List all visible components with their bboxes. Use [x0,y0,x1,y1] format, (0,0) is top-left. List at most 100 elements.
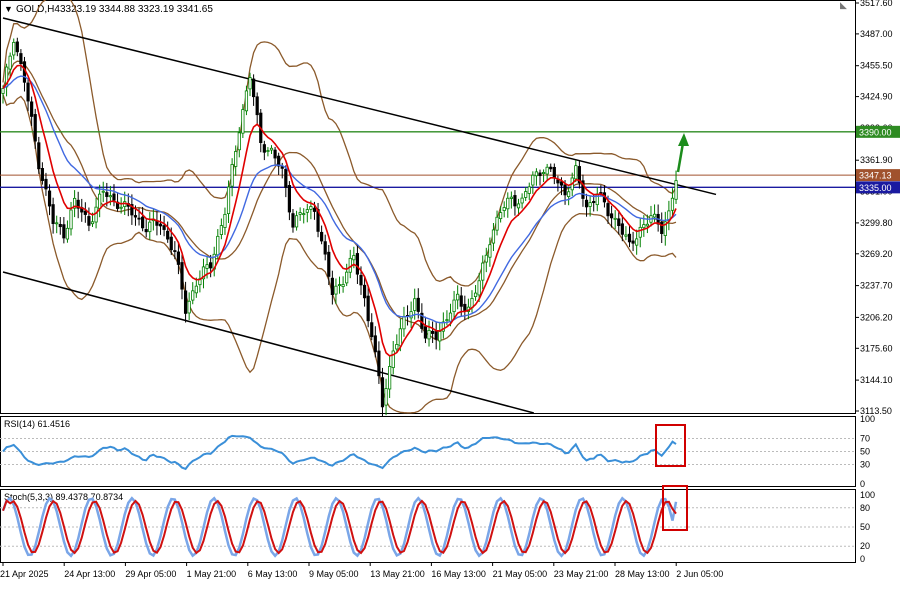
time-tick-label: 24 Apr 13:00 [64,569,115,579]
candle-body [456,293,460,301]
candle-body [162,225,166,230]
rsi-tick-label: 70 [860,434,870,444]
candle-body [581,180,585,199]
price-tick-label: 3237.70 [860,281,893,291]
rsi-tick-label: 0 [860,479,865,489]
time-tick-label: 13 May 21:00 [370,569,425,579]
candle-body [481,262,485,281]
rsi-label: RSI(14) 61.4516 [4,419,70,429]
stoch-axis: 100 80 50 20 0 [860,490,875,564]
candle-body [248,77,252,90]
candle-body [545,166,549,175]
candle-body [423,326,428,339]
candle-body [12,41,16,56]
candle-body [645,223,650,227]
candle-body [559,181,564,186]
candle-body [83,210,87,215]
candle-body [613,217,617,220]
candle-body [119,206,123,209]
stoch-levels [0,507,855,547]
price-flags: 3390.00 3347.13 3335.00 [856,125,900,194]
candle-body [652,213,657,218]
candle-body [166,230,170,240]
candle-body [241,109,245,134]
price-tick-label: 3487.00 [860,29,893,39]
candle-body [520,197,524,204]
candle-body [262,144,266,153]
candle-body [452,299,456,313]
candle-body [663,221,667,236]
candle-body [108,195,112,198]
candle-body [1,88,5,94]
candle-body [73,197,77,209]
candle-body [55,222,59,225]
candle-body [416,297,420,312]
candle-body [133,215,138,218]
time-axis: 21 Apr 2025 24 Apr 13:00 29 Apr 05:00 1 May… [0,562,723,579]
candle-body [635,238,639,246]
candle-body [294,215,299,228]
bollinger-lower [2,94,677,414]
stoch-tick-label: 80 [860,503,870,513]
time-tick-label: 23 May 21:00 [554,569,609,579]
candle-body [549,166,553,170]
candle-body [345,271,349,284]
candle-body [284,168,288,188]
rsi-line [2,434,677,471]
candle-body [388,366,392,390]
candle-body [592,201,596,204]
candle-body [337,284,342,286]
candle-body [47,190,52,207]
candle-body [563,184,567,196]
candle-body [141,216,145,229]
candle-body [427,330,431,340]
time-tick-label: 6 May 13:00 [248,569,298,579]
time-tick-label: 2 Jun 05:00 [676,569,723,579]
candle-body [631,240,635,244]
candle-body [459,295,463,307]
candle-body [330,277,334,295]
dropdown-icon[interactable]: ▼ [4,4,13,14]
price-tick-label: 3144.10 [860,375,893,385]
candle-body [173,250,177,252]
candle-body [362,284,367,299]
candle-body [101,190,105,193]
time-tick-label: 28 May 13:00 [615,569,670,579]
candle-body [499,212,503,220]
arrow-shaft [676,142,685,173]
candle-body [51,204,55,224]
candle-body [627,233,632,243]
candle-body [366,295,370,322]
trend-channel-lines [2,17,717,414]
candle-body [398,328,402,347]
chart-ohlc-readout: 3323.19 3344.88 3323.19 3341.65 [60,4,213,15]
candle-body [670,197,675,211]
time-tick-label: 1 May 21:00 [187,569,237,579]
candle-body [413,298,417,311]
candle-body [484,254,488,263]
candle-body [323,241,327,255]
rsi-highlight-box [655,424,686,467]
candle-body [37,142,41,170]
candle-body [234,151,238,167]
candle-body [430,330,435,334]
price-flag-bg [856,169,900,182]
price-flag-label: 3390.00 [859,127,892,137]
candle-body [391,350,395,369]
price-tick-label: 3206.20 [860,312,893,322]
price-tick-label: 3299.80 [860,218,893,228]
rsi-series [2,434,677,471]
candle-body [373,335,377,353]
time-tick-label: 29 Apr 05:00 [125,569,176,579]
candle-body [302,213,306,216]
candle-body [244,90,249,112]
candle-body [309,206,313,210]
candle-body [169,236,173,251]
candle-body [395,343,399,350]
candle-body [183,290,188,314]
one-click-arrow-icon[interactable]: ◣ [840,0,847,10]
candle-body [112,193,116,201]
candle-body [506,197,510,210]
